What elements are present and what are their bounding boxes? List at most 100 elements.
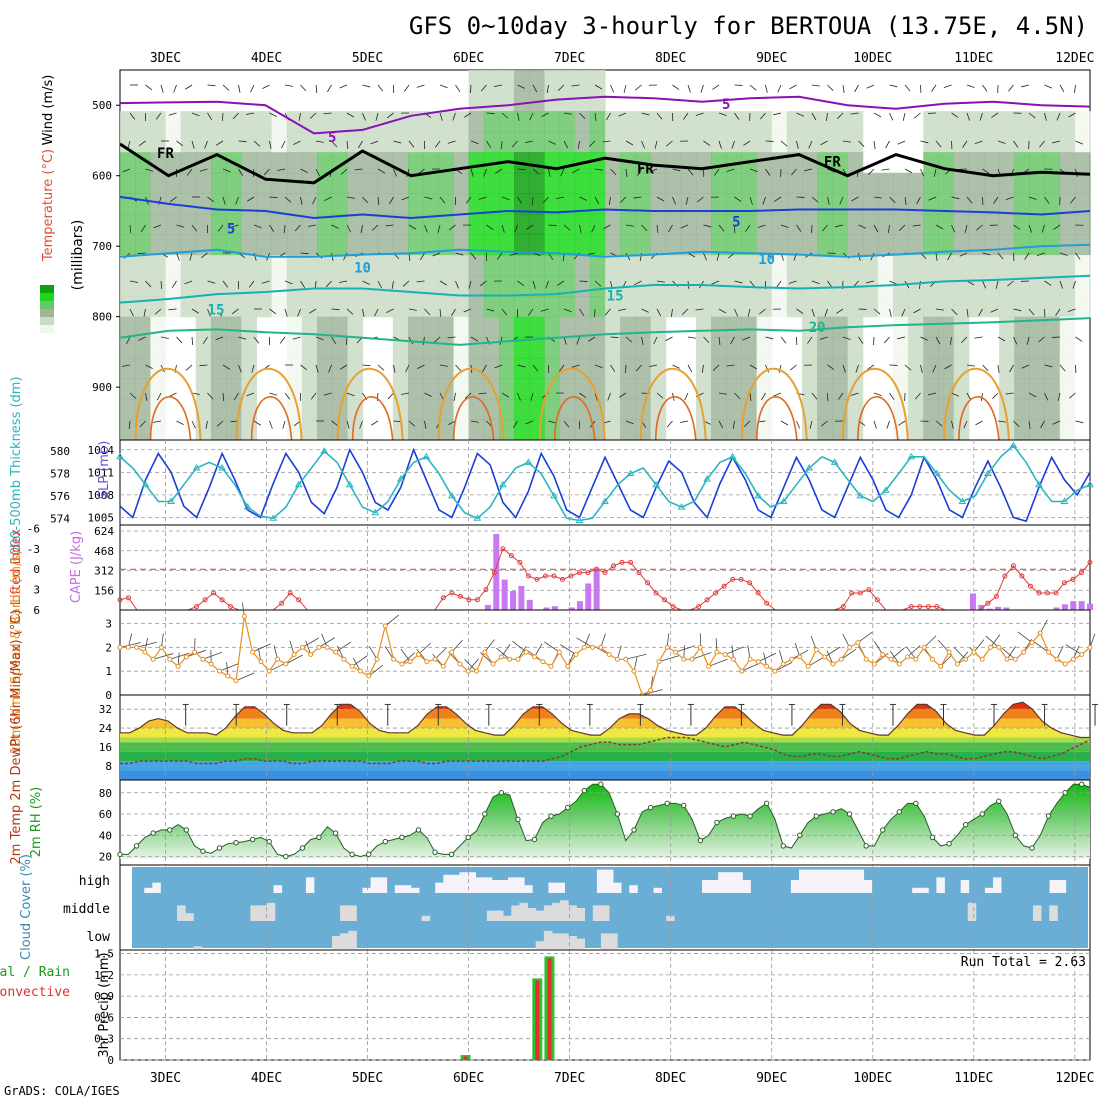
cloud-cell bbox=[1057, 880, 1067, 893]
wind-barb bbox=[513, 420, 518, 429]
wind-barb bbox=[1070, 196, 1076, 204]
wind-point bbox=[780, 661, 786, 667]
rh-cell bbox=[817, 111, 833, 133]
wind-barb bbox=[610, 336, 619, 338]
rh-point bbox=[332, 830, 339, 836]
rh-cell bbox=[1044, 419, 1061, 441]
wind-point bbox=[988, 644, 994, 650]
wind-barb bbox=[641, 112, 650, 116]
wind-point bbox=[789, 656, 795, 662]
x-date-label-bottom: 12DEC bbox=[1055, 1071, 1094, 1086]
rh-cell bbox=[756, 131, 773, 153]
rh-cell bbox=[1029, 131, 1046, 153]
rh-cell bbox=[498, 213, 515, 236]
wind-barb bbox=[122, 168, 131, 173]
rh-cell bbox=[392, 234, 409, 256]
rh-cell bbox=[983, 275, 1000, 297]
wind-barb bbox=[995, 280, 999, 289]
cape-bar bbox=[986, 608, 993, 610]
wind-barb bbox=[129, 280, 138, 283]
rh-cell bbox=[620, 296, 636, 318]
rh-cell bbox=[741, 419, 758, 441]
wind-barb bbox=[230, 224, 239, 228]
rh-cell bbox=[1059, 419, 1076, 441]
rh-cell bbox=[120, 172, 136, 194]
wind-barb bbox=[884, 336, 890, 344]
rh-cell bbox=[741, 337, 758, 359]
rh-cell bbox=[180, 193, 197, 215]
rh-cell bbox=[407, 193, 424, 215]
rh-cell bbox=[332, 234, 348, 256]
rh-cell bbox=[241, 316, 258, 338]
wind-barb bbox=[928, 392, 937, 396]
rh-cell bbox=[741, 193, 758, 215]
rh-cell bbox=[1059, 316, 1076, 338]
rh-point bbox=[216, 845, 223, 851]
rh-cell bbox=[195, 275, 212, 297]
wind-barb bbox=[873, 112, 882, 118]
wind-barb bbox=[932, 364, 937, 373]
wind-barb bbox=[780, 420, 789, 426]
wind-barb bbox=[712, 84, 720, 90]
rh-cell bbox=[635, 255, 652, 277]
x-date-label-top: 9DEC bbox=[756, 51, 787, 66]
wind-barb bbox=[331, 420, 339, 427]
rh-cell bbox=[953, 172, 970, 194]
wind-barb bbox=[807, 656, 825, 667]
rh-point bbox=[249, 836, 256, 843]
slp-tick-label: 1005 bbox=[88, 511, 115, 524]
wind-barb bbox=[610, 84, 614, 93]
rh-cell bbox=[559, 337, 576, 359]
rh-cell bbox=[271, 234, 288, 256]
rh-cell bbox=[165, 296, 182, 318]
cloud-cell bbox=[340, 905, 349, 921]
wind-barb bbox=[1013, 308, 1022, 312]
rh-cell bbox=[226, 378, 242, 400]
wind-barb bbox=[143, 308, 146, 317]
rh-cell bbox=[271, 131, 288, 153]
rh-cell bbox=[529, 111, 545, 133]
thickness-tick-label: 578 bbox=[50, 468, 70, 481]
li-point bbox=[908, 604, 914, 610]
rh-cell bbox=[771, 234, 788, 256]
wind-barb bbox=[433, 336, 441, 343]
contour-line bbox=[119, 317, 1091, 346]
rh-cell bbox=[150, 111, 167, 133]
rh-cell bbox=[120, 275, 136, 297]
rh-cell bbox=[832, 255, 849, 277]
wind-barb bbox=[913, 308, 921, 314]
thickness-point bbox=[371, 508, 380, 516]
wind-barb bbox=[697, 196, 704, 203]
wind-barb bbox=[532, 168, 540, 175]
wind-barb bbox=[468, 280, 472, 289]
rh-cell bbox=[286, 213, 303, 236]
rh-point bbox=[465, 834, 471, 841]
wind-barb bbox=[447, 140, 456, 144]
rh-cell bbox=[514, 378, 530, 400]
wind-point bbox=[250, 649, 256, 655]
temp-band bbox=[120, 770, 1090, 780]
wind-barb bbox=[339, 84, 348, 89]
wind-point bbox=[457, 661, 463, 667]
rh-legend-swatch bbox=[40, 293, 54, 301]
rh-cell bbox=[301, 316, 318, 338]
wind-barb bbox=[820, 140, 828, 146]
rh-cell bbox=[635, 419, 652, 441]
rh-cell bbox=[786, 152, 803, 174]
rh-cell bbox=[210, 131, 227, 153]
wind-barb bbox=[191, 336, 194, 346]
rh-cell bbox=[999, 419, 1015, 441]
rh-cell bbox=[589, 70, 606, 92]
rh-cell bbox=[908, 234, 924, 256]
wind-barb bbox=[827, 84, 834, 91]
wind-barb bbox=[253, 336, 260, 344]
wind-barb bbox=[571, 364, 580, 368]
wind-barb bbox=[635, 364, 642, 372]
rh-cell bbox=[938, 234, 955, 256]
rh-cell bbox=[589, 111, 606, 133]
rh-cell bbox=[514, 398, 530, 421]
rh-cell bbox=[453, 337, 470, 359]
rh-cell bbox=[544, 90, 561, 112]
rh-cell bbox=[695, 255, 712, 277]
rh-cell bbox=[210, 296, 227, 318]
